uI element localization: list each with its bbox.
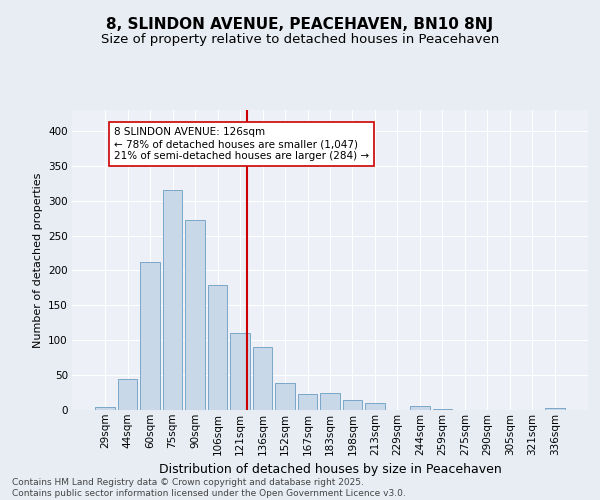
Bar <box>275 384 295 410</box>
Bar <box>163 190 182 410</box>
Bar <box>208 285 227 410</box>
Bar <box>343 400 362 410</box>
Text: Contains HM Land Registry data © Crown copyright and database right 2025.
Contai: Contains HM Land Registry data © Crown c… <box>12 478 406 498</box>
Bar <box>253 347 272 410</box>
Text: Size of property relative to detached houses in Peacehaven: Size of property relative to detached ho… <box>101 32 499 46</box>
Bar <box>410 406 430 410</box>
X-axis label: Distribution of detached houses by size in Peacehaven: Distribution of detached houses by size … <box>158 463 502 476</box>
Bar <box>185 220 205 410</box>
Bar <box>320 392 340 410</box>
Bar <box>95 406 115 410</box>
Bar <box>365 403 385 410</box>
Y-axis label: Number of detached properties: Number of detached properties <box>32 172 43 348</box>
Text: 8, SLINDON AVENUE, PEACEHAVEN, BN10 8NJ: 8, SLINDON AVENUE, PEACEHAVEN, BN10 8NJ <box>106 18 494 32</box>
Bar <box>545 408 565 410</box>
Bar <box>298 394 317 410</box>
Text: 8 SLINDON AVENUE: 126sqm
← 78% of detached houses are smaller (1,047)
21% of sem: 8 SLINDON AVENUE: 126sqm ← 78% of detach… <box>114 128 369 160</box>
Bar <box>230 334 250 410</box>
Bar <box>140 262 160 410</box>
Bar <box>118 380 137 410</box>
